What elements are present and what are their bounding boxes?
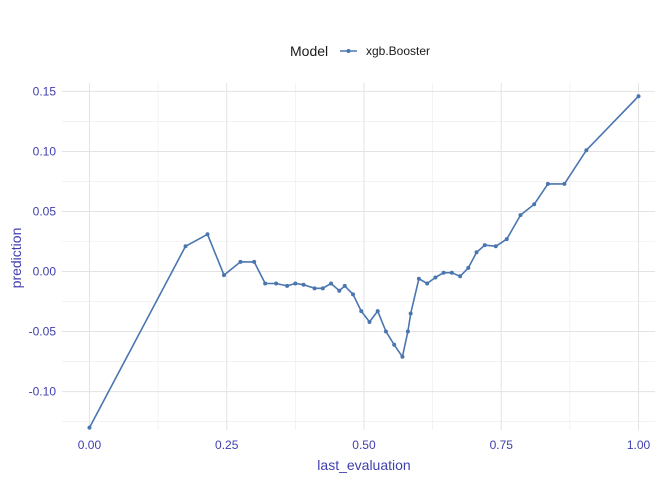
- legend-key-point: [346, 49, 351, 53]
- data-point: [416, 276, 421, 281]
- data-point: [87, 425, 92, 430]
- data-point: [400, 354, 405, 359]
- data-point: [562, 181, 567, 186]
- y-tick-label: 0.05: [33, 204, 57, 218]
- data-point: [545, 181, 550, 186]
- series-points: [87, 94, 641, 430]
- y-tick-label: 0.15: [33, 84, 57, 98]
- data-point: [466, 265, 471, 270]
- legend-label-xgb-booster: xgb.Booster: [366, 44, 430, 58]
- data-point: [351, 292, 356, 297]
- data-point: [342, 283, 347, 288]
- data-point: [320, 286, 325, 291]
- data-point: [636, 94, 641, 99]
- data-point: [441, 270, 446, 275]
- data-point: [383, 329, 388, 334]
- data-point: [301, 282, 306, 287]
- x-tick-label: 1.00: [627, 438, 651, 452]
- data-point: [221, 273, 226, 278]
- data-point: [518, 213, 523, 218]
- data-point: [367, 319, 372, 324]
- data-point: [263, 281, 268, 286]
- data-point: [433, 275, 438, 280]
- y-tick-label: 0.00: [33, 265, 57, 279]
- data-point: [375, 309, 380, 314]
- data-point: [425, 281, 430, 286]
- data-point: [359, 309, 364, 314]
- legend: Model xgb.Booster: [290, 43, 430, 59]
- x-tick-label: 0.50: [352, 438, 376, 452]
- data-point: [392, 342, 397, 347]
- x-axis-title: last_evaluation: [317, 457, 410, 473]
- data-point: [449, 270, 454, 275]
- grid: [62, 83, 655, 430]
- data-point: [474, 250, 479, 255]
- data-point: [482, 243, 487, 248]
- y-tick-label: -0.10: [29, 385, 57, 399]
- data-point: [532, 202, 537, 207]
- data-point: [408, 311, 413, 316]
- data-point: [458, 274, 463, 279]
- y-tick-label: 0.10: [33, 144, 57, 158]
- y-axis-ticks: -0.10 -0.05 0.00 0.05 0.10 0.15: [29, 84, 57, 398]
- x-tick-label: 0.00: [78, 438, 102, 452]
- data-point: [274, 281, 279, 286]
- data-point: [205, 232, 210, 237]
- data-point: [293, 281, 298, 286]
- data-point: [285, 283, 290, 288]
- data-point: [183, 244, 188, 249]
- data-point: [504, 237, 509, 242]
- data-point: [329, 281, 334, 286]
- data-point: [238, 259, 243, 264]
- x-tick-label: 0.75: [490, 438, 514, 452]
- data-point: [312, 286, 317, 291]
- data-point: [405, 329, 410, 334]
- x-axis-ticks: 0.00 0.25 0.50 0.75 1.00: [78, 438, 651, 452]
- data-point: [584, 148, 589, 153]
- data-point: [493, 244, 498, 249]
- y-axis-title: prediction: [8, 228, 24, 289]
- data-point: [337, 288, 342, 293]
- y-tick-label: -0.05: [29, 325, 57, 339]
- legend-title: Model: [290, 43, 328, 59]
- data-point: [252, 259, 257, 264]
- x-tick-label: 0.25: [215, 438, 239, 452]
